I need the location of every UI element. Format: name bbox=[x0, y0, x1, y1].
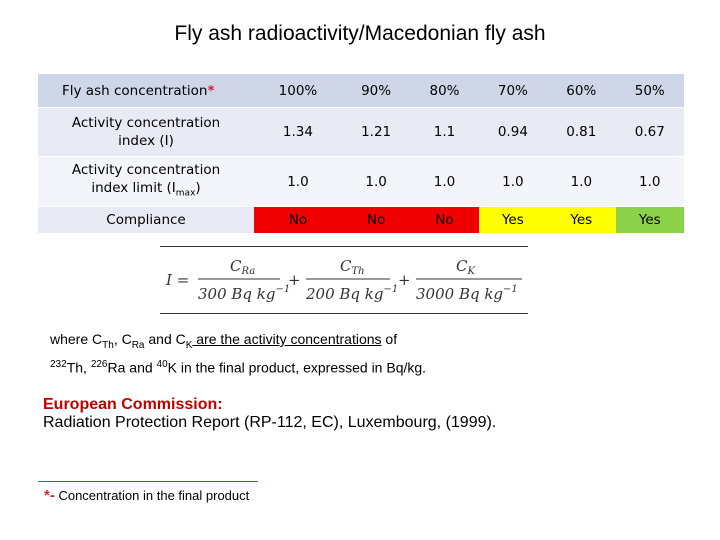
table-cell: 0.94 bbox=[478, 108, 548, 157]
table-row: Compliance No No No Yes Yes Yes bbox=[38, 207, 684, 233]
table-cell: 1.21 bbox=[341, 108, 411, 157]
row-header-concentration: Fly ash concentration* bbox=[38, 74, 254, 108]
fly-ash-table: Fly ash concentration* 100% 90% 80% 70% … bbox=[38, 74, 684, 233]
row-label-close: ) bbox=[195, 179, 201, 196]
table-cell: 1.34 bbox=[254, 108, 342, 157]
table-cell: 1.0 bbox=[341, 157, 411, 207]
row-header-compliance: Compliance bbox=[38, 207, 254, 233]
table-cell: 50% bbox=[615, 74, 684, 108]
formula-svg: I = CRa 300 Bq kg−1 + CTh 200 Bq kg−1 + … bbox=[165, 257, 522, 303]
row-label-line1: Activity concentration bbox=[71, 161, 221, 178]
row-label-line2: index (I) bbox=[118, 133, 174, 149]
formula-numerator: CK bbox=[456, 257, 475, 277]
compliance-cell: Yes bbox=[478, 207, 548, 233]
table-row: Fly ash concentration* 100% 90% 80% 70% … bbox=[38, 74, 684, 108]
footnote-marker: *- bbox=[44, 487, 55, 504]
compliance-cell: No bbox=[410, 207, 479, 233]
table-cell: 90% bbox=[341, 74, 411, 108]
table-cell: 1.0 bbox=[254, 157, 342, 207]
footnote-text: Concentration in the final product bbox=[54, 488, 250, 503]
reference-text: Radiation Protection Report (RP-112, EC)… bbox=[43, 414, 497, 431]
footnote-divider bbox=[38, 481, 258, 482]
table-cell: 60% bbox=[547, 74, 616, 108]
reference-block: European Commission: Radiation Protectio… bbox=[43, 396, 683, 432]
table-cell: 70% bbox=[478, 74, 548, 108]
row-label-line1: Activity concentration bbox=[71, 115, 221, 131]
table-row: Activity concentration index limit (Imax)… bbox=[38, 157, 684, 207]
table-cell: 1.0 bbox=[410, 157, 479, 207]
table-cell: 1.0 bbox=[478, 157, 548, 207]
formula-denominator: 3000 Bq kg−1 bbox=[416, 284, 518, 303]
compliance-cell: No bbox=[341, 207, 411, 233]
row-label-line2: index limit (I bbox=[91, 179, 176, 196]
table-cell: 1.1 bbox=[410, 108, 479, 157]
table-cell: 0.81 bbox=[547, 108, 616, 157]
formula-numerator: CTh bbox=[340, 257, 365, 277]
compliance-cell: Yes bbox=[615, 207, 684, 233]
formula-note: where CTh, CRa and CK are the activity c… bbox=[50, 331, 427, 376]
table-cell: 0.67 bbox=[615, 108, 684, 157]
row-header-index: Activity concentration index (I) bbox=[38, 108, 254, 157]
asterisk-marker: * bbox=[207, 82, 215, 99]
table-cell: 1.0 bbox=[547, 157, 616, 207]
formula-lhs: I = bbox=[165, 271, 189, 289]
formula-denominator: 200 Bq kg−1 bbox=[305, 284, 398, 303]
underlined-text: are the activity concentrations bbox=[192, 331, 382, 347]
formula-plus: + bbox=[398, 271, 411, 289]
formula-box: I = CRa 300 Bq kg−1 + CTh 200 Bq kg−1 + … bbox=[160, 246, 528, 314]
row-header-index-limit: Activity concentration index limit (Imax) bbox=[38, 157, 254, 207]
formula-denominator: 300 Bq kg−1 bbox=[198, 284, 290, 303]
table-cell: 100% bbox=[254, 74, 342, 108]
compliance-cell: Yes bbox=[547, 207, 616, 233]
compliance-cell: No bbox=[254, 207, 342, 233]
table-row: Activity concentration index (I) 1.34 1.2… bbox=[38, 108, 684, 157]
slide-title: Fly ash radioactivity/Macedonian fly ash bbox=[174, 22, 546, 45]
row-label: Fly ash concentration bbox=[62, 82, 208, 99]
table-cell: 80% bbox=[410, 74, 479, 108]
subscript-max: max bbox=[175, 188, 196, 199]
table-cell: 1.0 bbox=[615, 157, 684, 207]
footnote: *- Concentration in the final product bbox=[44, 487, 249, 504]
formula-numerator: CRa bbox=[230, 257, 255, 277]
formula-plus: + bbox=[288, 271, 301, 289]
reference-title: European Commission: bbox=[43, 396, 223, 413]
